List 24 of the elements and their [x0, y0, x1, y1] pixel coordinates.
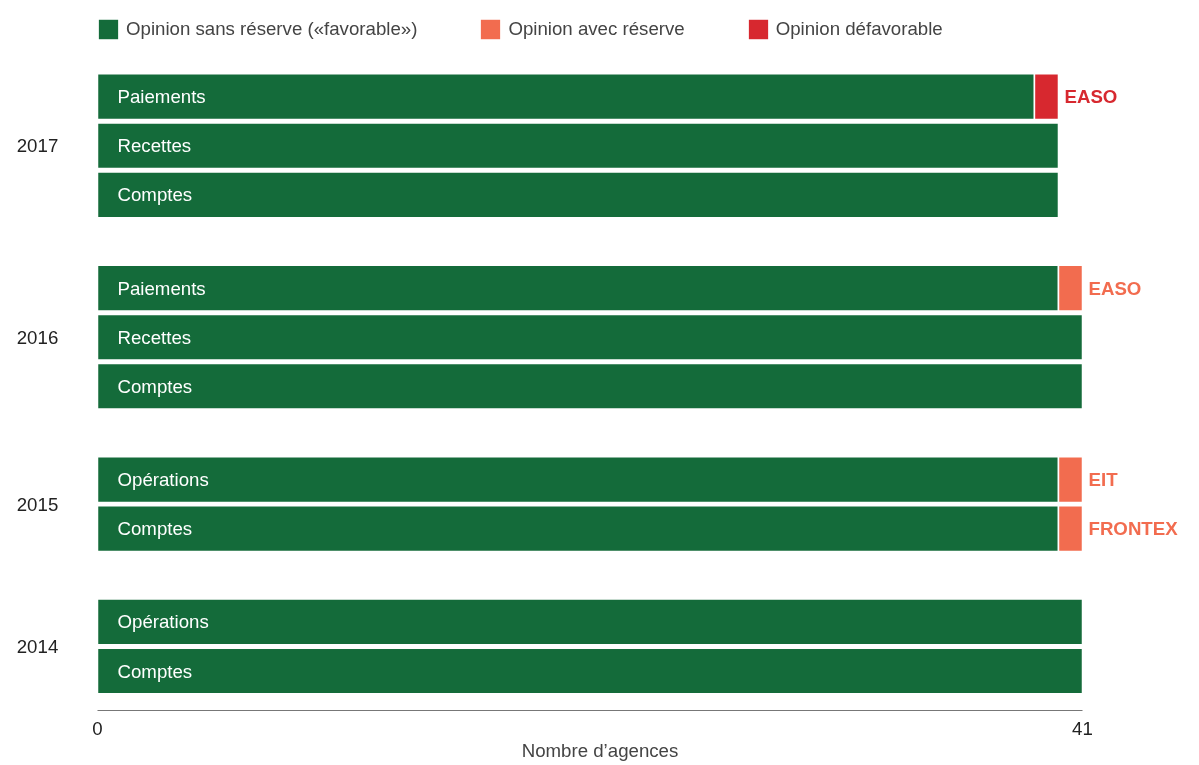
- y-tick-label: Paiements: [117, 86, 206, 108]
- y-tick-label: Opérations: [117, 611, 209, 633]
- x-tick-label: 41: [1072, 717, 1093, 739]
- data-label: FRONTEX: [1088, 518, 1179, 540]
- legend-label: Opinion avec réserve: [508, 18, 685, 40]
- text: 2014: [16, 635, 59, 657]
- y-tick-label: Comptes: [117, 375, 193, 397]
- y-tick-label: Recettes: [117, 135, 192, 157]
- y-tick-label: Paiements: [117, 277, 206, 299]
- x-axis-title: Nombre d’agences: [521, 739, 679, 761]
- y-tick-label: Comptes: [117, 660, 193, 682]
- legend-label: Opinion sans réserve («favorable»): [126, 18, 418, 40]
- text: 2017: [16, 135, 59, 157]
- y-tick-label: Recettes: [117, 326, 192, 348]
- legend-label: Opinion défavorable: [775, 18, 943, 40]
- data-label: EASO: [1064, 86, 1118, 108]
- data-label: EIT: [1088, 469, 1119, 491]
- x-tick-label: 0: [92, 717, 103, 739]
- y-tick-label: Opérations: [117, 469, 209, 491]
- text: 2016: [16, 326, 59, 348]
- data-label: EASO: [1088, 277, 1142, 299]
- y-tick-label: Comptes: [117, 184, 193, 206]
- text: 2015: [16, 493, 59, 515]
- y-tick-label: Comptes: [117, 518, 193, 540]
